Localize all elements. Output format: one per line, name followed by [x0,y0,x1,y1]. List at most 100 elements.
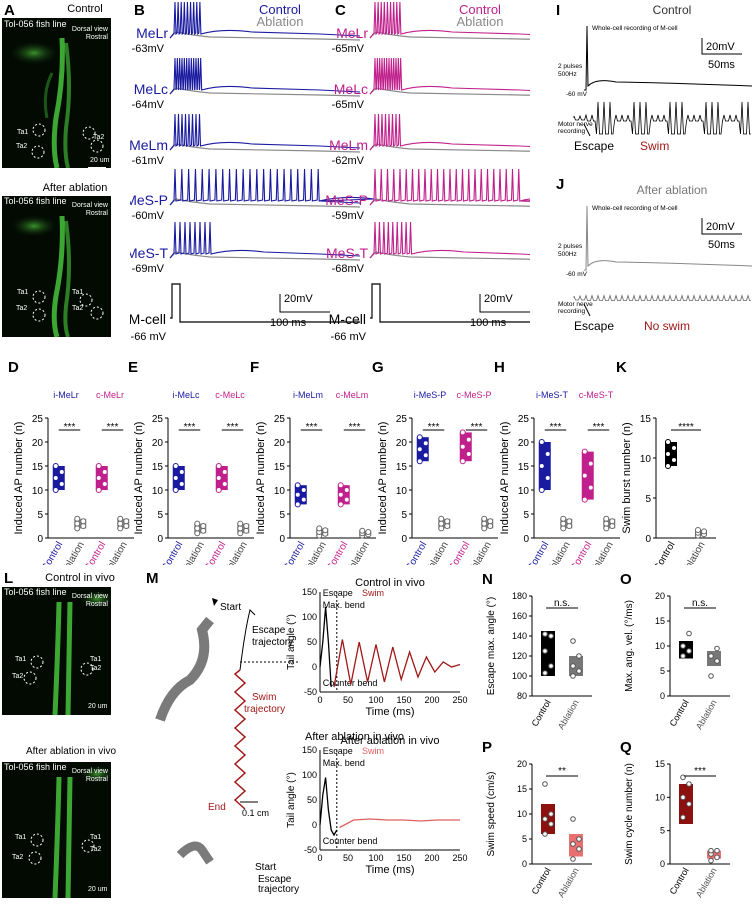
legend-control: Control [459,2,501,17]
data-point [576,846,582,852]
y-tick-label: 20 [274,438,286,449]
data-point [123,518,130,525]
data-point [542,670,548,676]
x-tick-label: 200 [424,695,439,705]
cell-name: MeLm [130,137,168,153]
panel-label: P [482,739,492,756]
rostral-label: Rostral [85,601,108,608]
data-point [487,518,494,525]
data-point [570,816,576,822]
data-point [570,841,576,847]
ta2-label: Ta2 [16,305,28,312]
scale-label: 20 um [88,703,108,710]
data-point [566,518,573,525]
x-tick-label: 250 [452,853,467,863]
mv-label: -60 mV [566,91,588,98]
micrograph-control: Tol-056 fish line Dorsal view Rostral Ta… [2,18,111,168]
y-axis-label: Tail angle (°) [286,772,297,828]
data-point [542,831,548,837]
panel-label: Q [620,739,632,756]
data-point [576,668,582,674]
data-point [671,457,677,463]
x-category-label: Ablation [556,866,581,899]
sig-label: *** [550,422,562,433]
panel-label-b: B [134,2,145,19]
data-point [80,518,87,525]
whole-cell-label: Whole-cell recording of M-cell [592,25,678,32]
ij-title: Control [653,3,692,17]
x-category-label: Control [668,866,691,896]
control-trace [169,57,361,95]
scale-v: 20mV [484,293,513,305]
y-tick-label: 0 [312,662,317,672]
data-point [570,663,576,669]
scale-t: 50ms [708,59,735,71]
data-point [95,463,102,469]
scale-v: 20mV [284,293,313,305]
speaker-icon [212,598,218,606]
legend-ablation: Ablation [257,14,304,29]
data-point [337,482,344,489]
x-category-label: Ablation [222,540,250,565]
y-axis-label: Tail angle (°) [286,614,297,670]
ta1-label: Ta1 [17,129,29,136]
panel-label-c: C [335,2,346,19]
data-point [438,520,445,527]
scale-bar [479,294,530,313]
sig-label: *** [471,422,483,433]
y-tick-label: 10 [518,486,530,497]
x-tick-label: 0 [317,853,322,863]
data-point [548,811,554,817]
data-point [221,469,228,475]
panel-label: K [616,360,627,376]
micrograph-invivo-control-image [23,590,111,715]
y-tick-label: 15 [655,616,665,626]
data-point [117,515,124,522]
data-point [560,525,567,532]
data-point [714,645,720,652]
y-tick-label: 5 [522,834,527,844]
y-tick-label: 50 [307,637,317,647]
cell-name: MeLm [329,137,368,153]
ta2-label: Ta2 [12,854,24,861]
data-point [52,487,59,493]
micrograph-invivo-ablation: Tol-056 fish line Dorsal view Rostral Ta… [2,762,111,898]
x-tick-label: 50 [343,695,353,705]
y-tick-label: 180 [512,591,527,601]
x-tick-label: 150 [396,853,411,863]
group-label: i-MeLm [293,390,323,400]
data-point [714,847,720,854]
y-tick-label: 10 [640,454,652,465]
data-point [587,484,594,491]
rostral-label: Rostral [85,776,108,783]
y-tick-label: 15 [518,462,530,473]
data-point [708,857,714,864]
data-point [444,523,451,529]
fish-swim-image [155,616,214,722]
rostral-label: Rostral [85,210,108,217]
data-point [101,469,108,475]
y-axis-label: Induced AP number (n) [133,422,145,535]
y-axis-label: Induced AP number (n) [255,422,267,535]
legend-ablation: Ablation [457,14,504,29]
cell-name: MeLc [334,81,368,97]
y-tick-label: 15 [655,759,665,769]
x-category-label: Control [668,698,691,728]
control-trace [369,221,530,259]
control-trace [169,113,361,151]
data-point [576,653,582,659]
control-trace [369,168,530,206]
ta1-label: Ta1 [15,656,27,663]
ablation-trace [169,143,361,153]
data-point [237,520,244,527]
escape-traj: trajectory [252,637,293,648]
y-tick-label: 5 [279,510,285,521]
mcell-mv: -66 mV [131,331,167,343]
cell-mv: -65mV [332,43,365,55]
y-tick-label: 150 [302,745,317,755]
x-category-label: Control [325,540,351,565]
ablation-trace [169,251,361,261]
data-point [172,475,179,481]
data-point [215,463,222,469]
